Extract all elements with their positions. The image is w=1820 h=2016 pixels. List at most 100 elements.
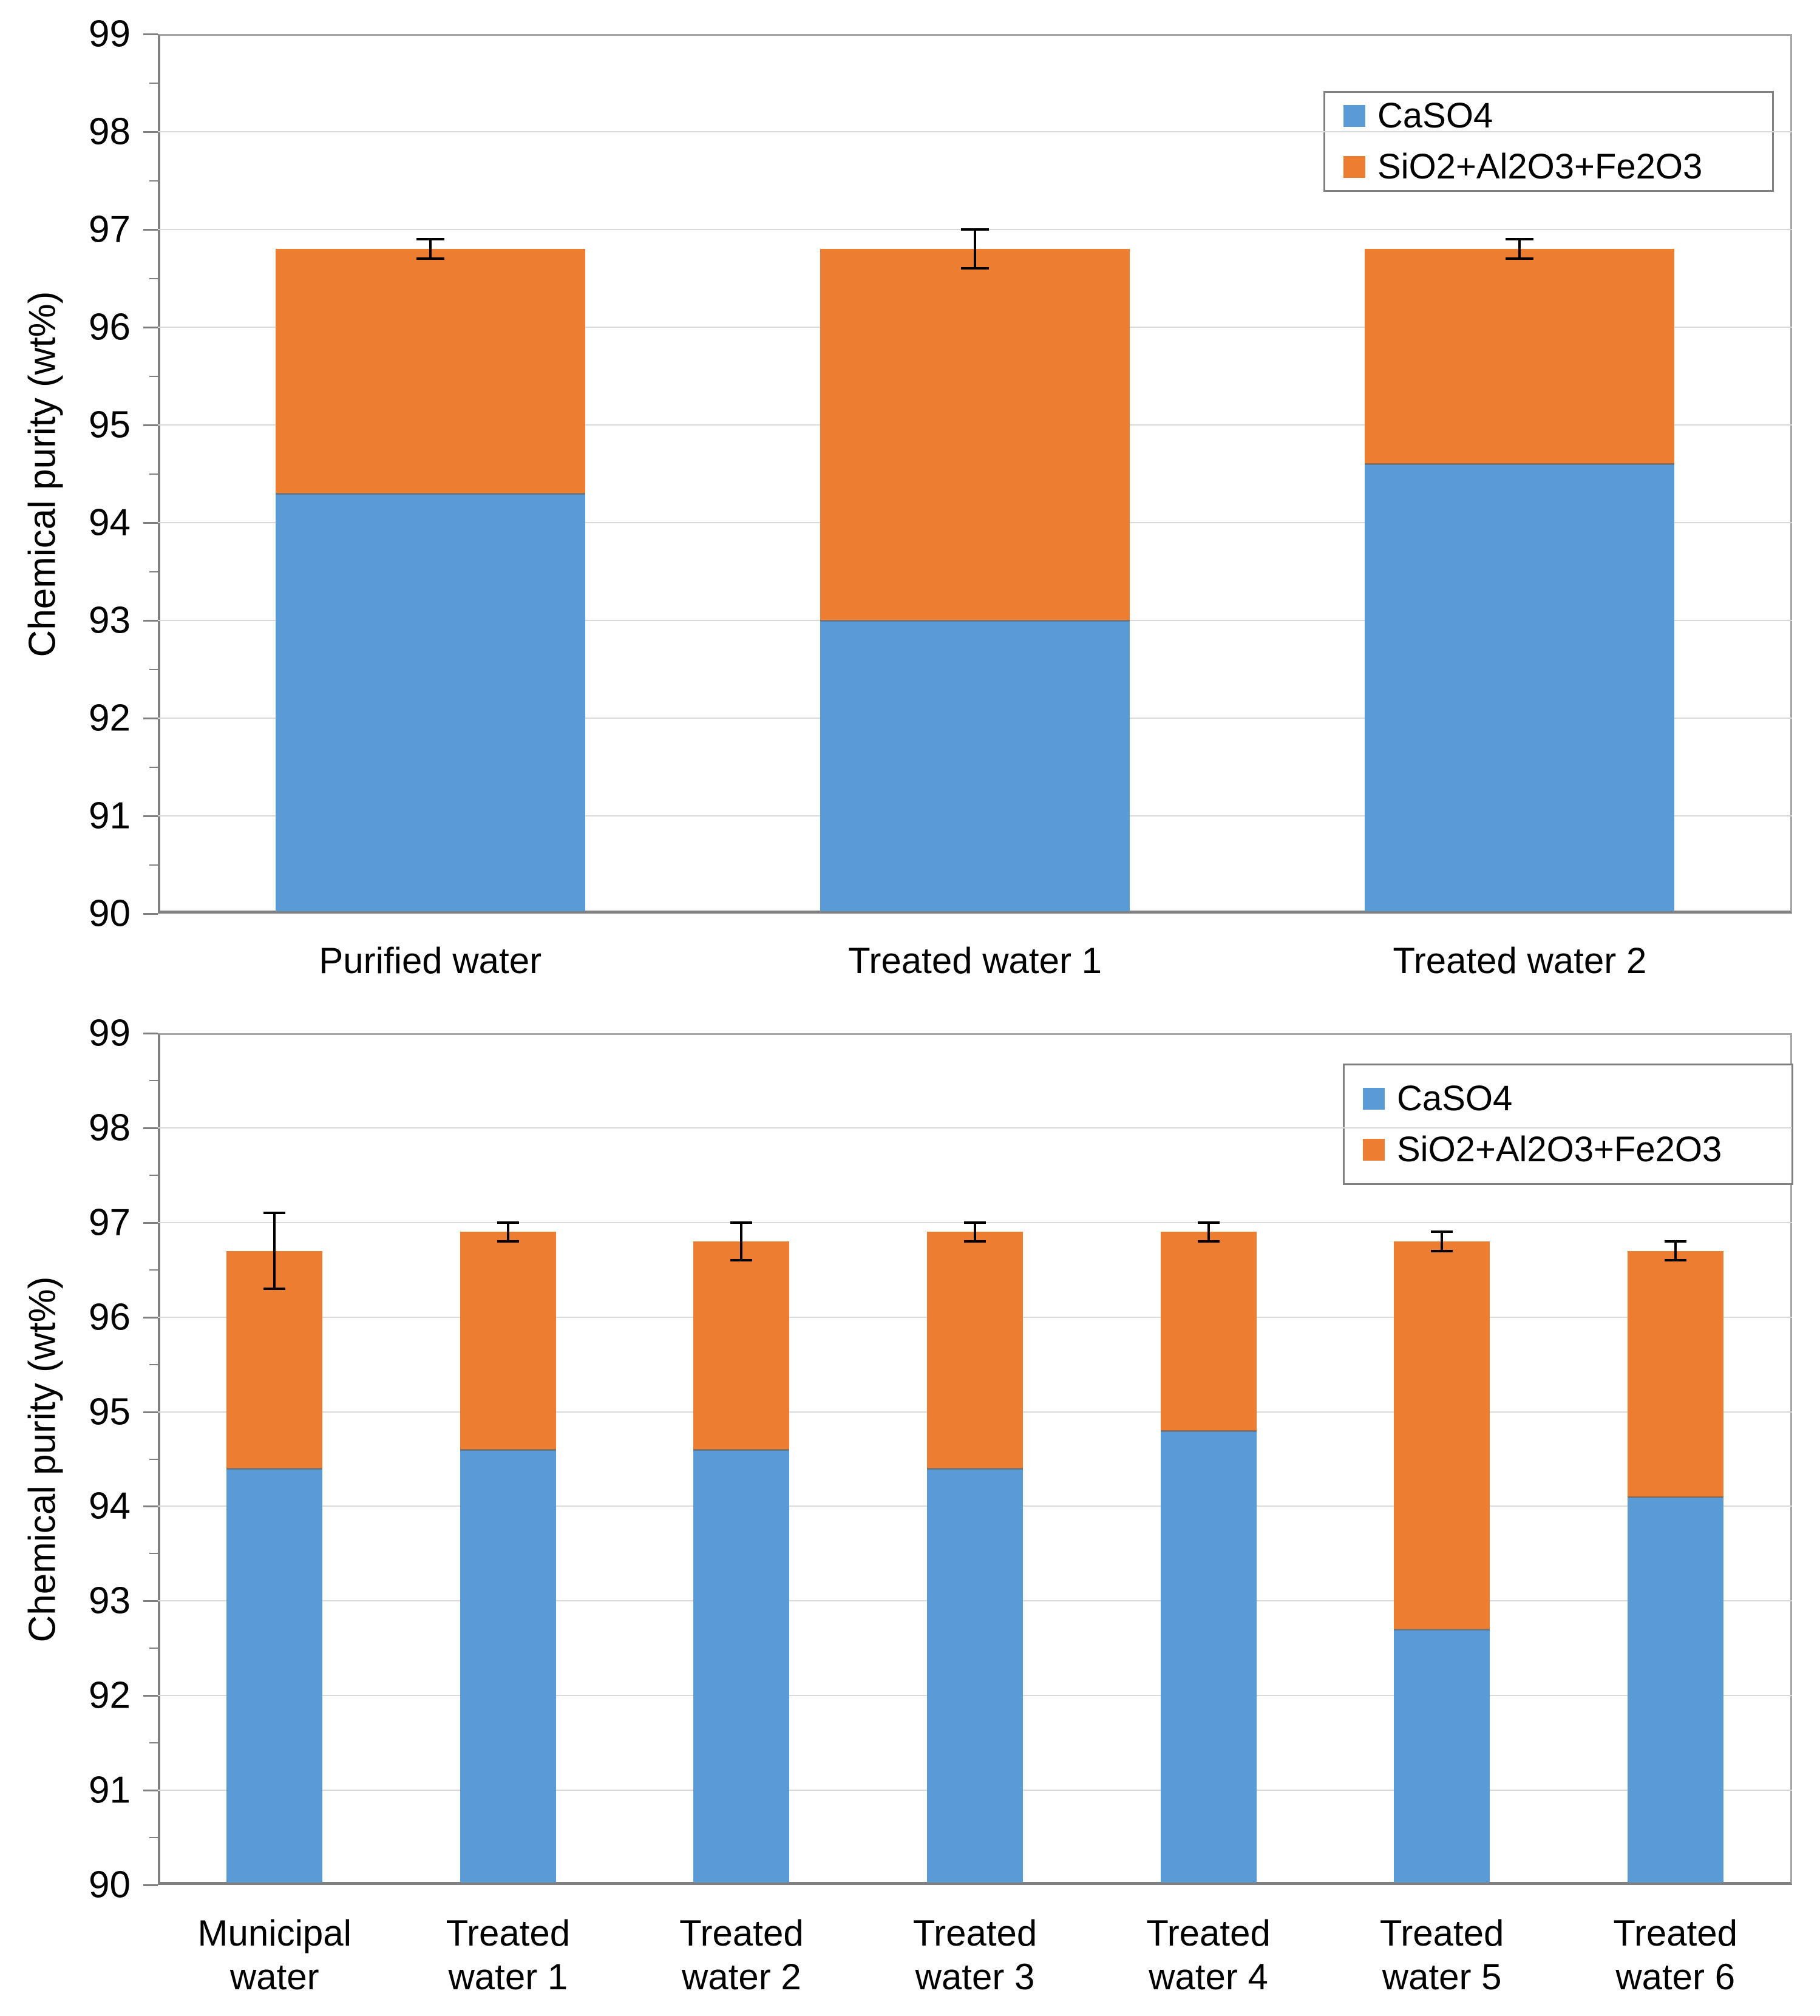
x-category-label-line: Treated water 2 bbox=[1393, 940, 1647, 981]
x-category-label-line: water 3 bbox=[915, 1957, 1035, 1997]
y-tick-label: 93 bbox=[89, 599, 131, 642]
y-tick-label: 96 bbox=[89, 306, 131, 348]
error-bar-cap bbox=[1664, 1240, 1686, 1243]
x-category-label-line: Treated bbox=[1379, 1913, 1504, 1953]
minor-tick bbox=[149, 1553, 158, 1555]
y-tick-label: 91 bbox=[89, 795, 131, 837]
y-tick-label: 93 bbox=[89, 1580, 131, 1622]
x-category-label-line: Treated bbox=[1613, 1913, 1737, 1953]
y-tick-label: 95 bbox=[89, 404, 131, 446]
legend-swatch-sio2 bbox=[1363, 1139, 1385, 1161]
error-bar-cap bbox=[964, 1240, 986, 1243]
error-bar-cap bbox=[497, 1221, 519, 1224]
major-tick bbox=[143, 620, 158, 622]
x-category-label: Treated water 4 bbox=[1146, 1912, 1271, 1999]
bar-caso4-segment bbox=[226, 1468, 323, 1882]
x-category-label-line: Purified water bbox=[319, 940, 542, 981]
bar-sio2-segment bbox=[693, 1241, 790, 1450]
minor-tick bbox=[149, 1648, 158, 1649]
x-category-label-line: water 4 bbox=[1149, 1957, 1268, 1997]
x-category-label-line: water 2 bbox=[682, 1957, 801, 1997]
major-tick bbox=[143, 327, 158, 328]
minor-tick bbox=[149, 1079, 158, 1081]
major-tick bbox=[143, 815, 158, 817]
major-tick bbox=[143, 1695, 158, 1697]
major-tick bbox=[143, 1884, 158, 1886]
error-bar bbox=[974, 229, 976, 269]
major-tick bbox=[143, 522, 158, 524]
error-bar bbox=[1674, 1241, 1677, 1261]
x-category-label-line: Municipal bbox=[197, 1913, 352, 1953]
error-bar bbox=[273, 1213, 276, 1289]
error-bar-cap bbox=[730, 1259, 753, 1262]
segment-divider bbox=[927, 1468, 1023, 1470]
legend-entry-caso4: CaSO4 bbox=[1343, 98, 1772, 134]
minor-tick bbox=[149, 473, 158, 475]
y-tick-label: 98 bbox=[89, 110, 131, 153]
minor-tick bbox=[149, 571, 158, 572]
y-tick-label: 91 bbox=[89, 1769, 131, 1811]
error-bar-cap bbox=[497, 1240, 519, 1243]
minor-tick bbox=[149, 82, 158, 84]
error-bar-cap bbox=[1197, 1221, 1220, 1224]
minor-tick bbox=[149, 1363, 158, 1365]
x-category-label-line: Treated bbox=[912, 1913, 1037, 1953]
bar-sio2-segment bbox=[1160, 1232, 1257, 1431]
y-tick-label: 97 bbox=[89, 208, 131, 251]
bar-sio2-segment bbox=[275, 249, 585, 494]
segment-divider bbox=[275, 492, 585, 495]
error-bar-cap bbox=[1664, 1259, 1686, 1262]
x-category-label: Treated water 6 bbox=[1613, 1912, 1737, 1999]
minor-tick bbox=[149, 1269, 158, 1271]
error-bar bbox=[740, 1222, 743, 1261]
minor-tick bbox=[149, 1458, 158, 1460]
x-category-label: Treated water 5 bbox=[1380, 1912, 1504, 1999]
x-category-label-line: Treated bbox=[446, 1913, 571, 1953]
legend-label-sio2: SiO2+Al2O3+Fe2O3 bbox=[1397, 1130, 1722, 1169]
bar-caso4-segment bbox=[820, 620, 1130, 911]
error-bar bbox=[429, 239, 432, 259]
bar-sio2-segment bbox=[820, 249, 1130, 620]
y-tick-label: 99 bbox=[89, 1012, 131, 1054]
error-bar-cap bbox=[416, 257, 444, 260]
minor-tick bbox=[149, 864, 158, 866]
major-tick bbox=[143, 1033, 158, 1034]
legend-label-caso4: CaSO4 bbox=[1397, 1079, 1513, 1118]
error-bar-cap bbox=[1506, 238, 1534, 241]
legend-swatch-sio2 bbox=[1343, 156, 1365, 178]
segment-divider bbox=[693, 1448, 790, 1451]
major-tick bbox=[143, 1127, 158, 1129]
y-tick-label: 96 bbox=[89, 1296, 131, 1339]
minor-tick bbox=[149, 1837, 158, 1839]
y-tick-label: 92 bbox=[89, 697, 131, 739]
error-bar bbox=[506, 1222, 509, 1241]
major-tick bbox=[143, 33, 158, 35]
segment-divider bbox=[1627, 1496, 1723, 1498]
segment-divider bbox=[460, 1448, 556, 1451]
error-bar-cap bbox=[416, 238, 444, 241]
error-bar-cap bbox=[263, 1212, 286, 1215]
segment-divider bbox=[226, 1468, 323, 1470]
y-tick-label: 90 bbox=[89, 892, 131, 935]
bar-caso4-segment bbox=[1627, 1496, 1723, 1882]
y-tick-label: 98 bbox=[89, 1107, 131, 1149]
legend-swatch-caso4 bbox=[1363, 1088, 1385, 1110]
bar-caso4-segment bbox=[1365, 464, 1675, 911]
major-tick bbox=[143, 1600, 158, 1603]
legend-entry-sio2: SiO2+Al2O3+Fe2O3 bbox=[1363, 1132, 1791, 1167]
error-bar-cap bbox=[1197, 1240, 1220, 1243]
segment-divider bbox=[820, 620, 1130, 622]
legend-entry-caso4: CaSO4 bbox=[1363, 1081, 1791, 1116]
minor-tick bbox=[149, 766, 158, 768]
y-tick-label: 94 bbox=[89, 501, 131, 544]
error-bar-cap bbox=[1431, 1249, 1453, 1252]
major-tick bbox=[143, 229, 158, 231]
x-category-label-line: Treated bbox=[679, 1913, 804, 1953]
x-category-label: Treated water 1 bbox=[848, 939, 1102, 983]
x-category-label: Purified water bbox=[319, 939, 542, 983]
bar-sio2-segment bbox=[1394, 1241, 1490, 1630]
error-bar-cap bbox=[964, 1221, 986, 1224]
major-tick bbox=[143, 424, 158, 426]
x-category-label: Treated water 2 bbox=[1393, 939, 1646, 983]
